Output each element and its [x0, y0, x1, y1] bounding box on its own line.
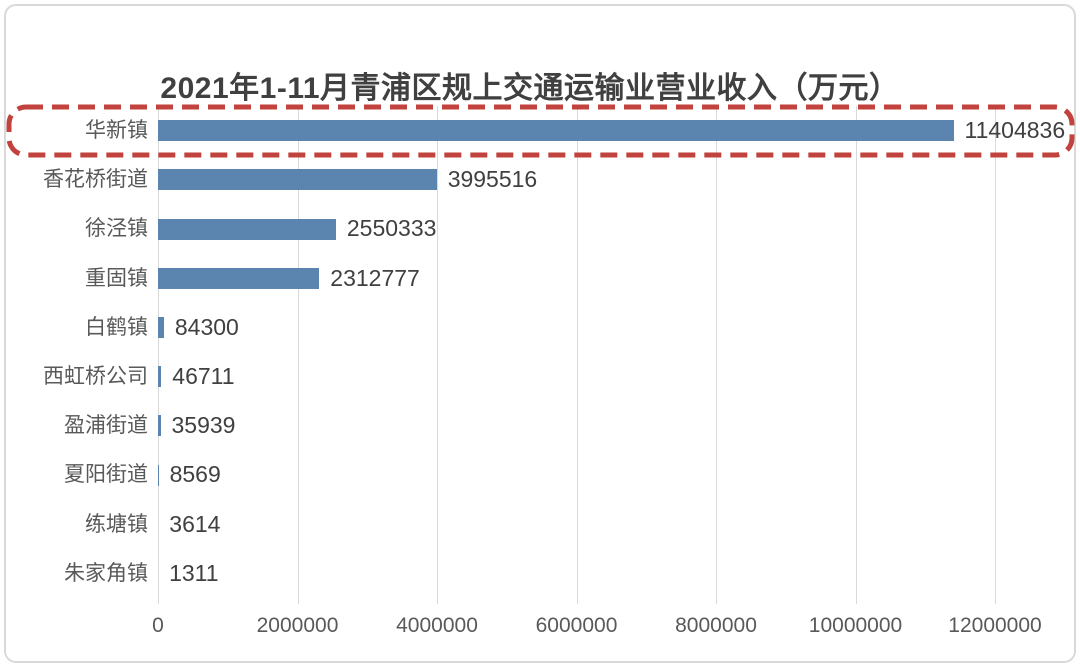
- gridline-x-0: [158, 106, 159, 604]
- value-label-0: 11404836: [964, 117, 1066, 143]
- value-label-1: 3995516: [447, 166, 538, 193]
- gridline-x-3: [576, 106, 578, 604]
- chart-title: 2021年1-11月青浦区规上交通运输业营业收入（万元）: [160, 72, 900, 105]
- value-label-5: 46711: [172, 363, 235, 389]
- category-label-7: 夏阳街道: [64, 463, 148, 487]
- category-label-2: 徐泾镇: [85, 217, 148, 241]
- x-tick-label-2: 4000000: [396, 614, 478, 637]
- gridline-x-6: [995, 106, 996, 604]
- value-label-2: 2550333: [346, 215, 437, 242]
- gridline-x-4: [716, 106, 717, 604]
- bar-7: [158, 464, 159, 486]
- gridline-x-1: [297, 106, 299, 604]
- gridline-x-5: [855, 106, 857, 604]
- bar-3: [158, 267, 320, 289]
- bar-5: [158, 366, 162, 388]
- gridline-x-2: [437, 106, 438, 604]
- x-tick-label-6: 12000000: [948, 614, 1042, 637]
- category-label-4: 白鹤镇: [85, 315, 148, 339]
- category-label-8: 练塘镇: [85, 512, 148, 536]
- value-label-7: 8569: [169, 461, 221, 488]
- category-label-1: 香花桥街道: [43, 168, 148, 192]
- bar-2: [158, 218, 336, 240]
- value-label-9: 1311: [169, 559, 219, 586]
- value-label-6: 35939: [171, 412, 236, 439]
- category-label-3: 重固镇: [85, 266, 148, 290]
- x-tick-label-1: 2000000: [256, 614, 339, 637]
- bar-4: [158, 316, 164, 338]
- category-label-9: 朱家角镇: [64, 561, 148, 585]
- value-label-8: 3614: [169, 510, 221, 537]
- bar-0: [158, 120, 954, 142]
- bar-1: [158, 169, 437, 191]
- category-label-5: 西虹桥公司: [43, 365, 148, 388]
- x-tick-label-3: 6000000: [535, 614, 618, 637]
- x-tick-label-0: 0: [152, 614, 164, 637]
- x-tick-label-4: 8000000: [675, 614, 757, 637]
- x-tick-label-5: 10000000: [808, 614, 903, 637]
- value-label-4: 84300: [174, 313, 239, 340]
- category-label-6: 盈浦街道: [64, 414, 148, 438]
- category-label-0: 华新镇: [85, 119, 148, 142]
- value-label-3: 2312777: [330, 264, 420, 291]
- bar-6: [158, 415, 161, 437]
